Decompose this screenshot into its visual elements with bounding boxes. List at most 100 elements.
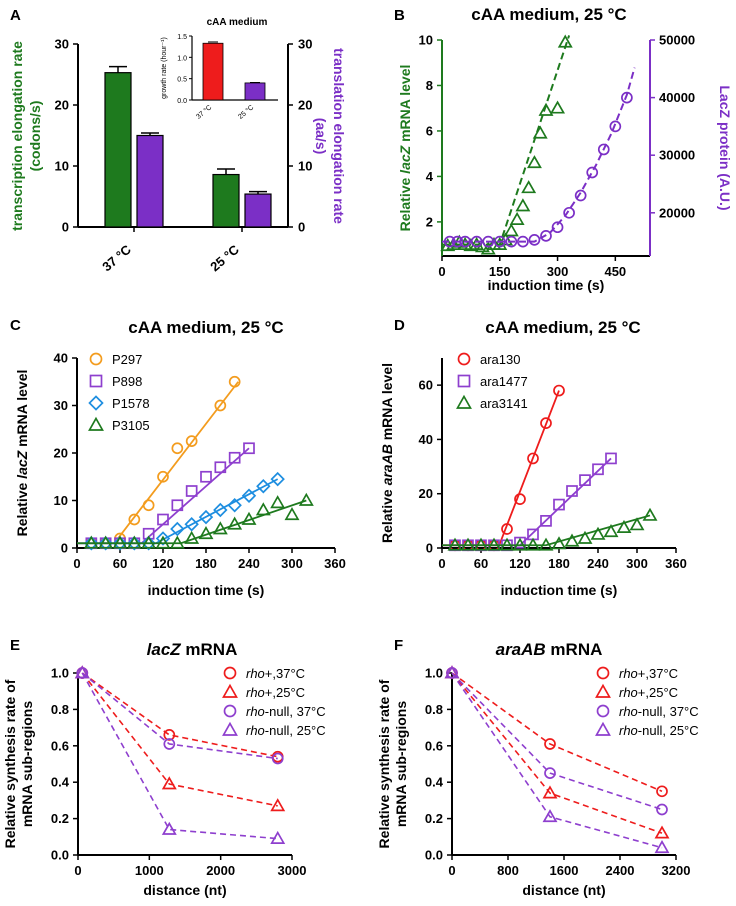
panel-b-point-mrna: [550, 100, 566, 114]
panel-c-point-P3105: [83, 535, 99, 549]
panel-f-ytick-label: 1.0: [425, 666, 443, 681]
inset-ytick-label: 1.5: [177, 34, 187, 41]
panel-f-ytick-label: 0.4: [425, 775, 444, 790]
panel-d-point-ara3141: [473, 537, 489, 551]
panel-c-xlabel: induction time (s): [148, 582, 265, 598]
panel-c-point-P898: [228, 451, 241, 464]
panel-e-point-rho-null, 37°C: [163, 738, 176, 750]
panel-d-point-ara3141: [512, 537, 528, 551]
panel-d-legend-label-ara1477: ara1477: [480, 374, 528, 389]
panel-f-ytick-label: 0.6: [425, 738, 443, 753]
panel-f-line-rho+,25°C: [451, 672, 663, 834]
panel-b-xtick-label: 0: [438, 264, 445, 279]
panel-c-legend-marker-P1578: [88, 395, 104, 411]
panel-c-point-P3105: [212, 521, 228, 535]
panel-b-point-mrna: [521, 180, 537, 194]
panel-f-ylabel-line1: Relative synthesis rate of: [376, 679, 392, 848]
panel-e-line-rho-null, 37°C: [81, 672, 278, 760]
inset-ytick-label: 1.0: [177, 55, 187, 62]
panel-c-point-P297: [142, 499, 155, 512]
panel-a-category-label: 37 °C: [99, 241, 134, 274]
panel-c-ytick-label: 20: [54, 446, 68, 461]
panel-c-legend-label-P297: P297: [112, 352, 142, 367]
panel-f-legend-label-1: rho+,25°C: [619, 685, 678, 700]
panel-d-ylabel: Relative araAB mRNA level: [379, 363, 395, 543]
panel-e-ytick-label: 0.2: [51, 811, 69, 826]
panel-e-legend-label-3: rho-null, 25°C: [246, 723, 326, 738]
panel-f-legend-marker-0: [596, 666, 610, 680]
panel-c-point-P3105: [241, 511, 257, 525]
bar-translation-1: [244, 193, 272, 228]
panel-c-point-P1578: [227, 498, 242, 513]
panel-c-legend-marker-P297: [89, 352, 103, 366]
panel-c-legend-marker-P898: [89, 374, 103, 388]
panel-f-xtick-label: 0: [448, 863, 455, 878]
panel-b-ytick-label: 8: [426, 78, 433, 93]
panel-c-point-P1578: [141, 536, 156, 551]
panel-label-f: F: [394, 637, 403, 654]
panel-e-ytick-label: 1.0: [51, 666, 69, 681]
panel-d-point-ara1477: [566, 485, 578, 497]
inset-bar-1: [244, 82, 266, 101]
panel-f-point-rho+,37°C: [656, 785, 668, 798]
panel-c-point-P1578: [256, 479, 271, 494]
panel-f-legend-label-2: rho-null, 37°C: [619, 704, 699, 719]
panel-b-point-protein: [528, 234, 541, 246]
panel-b-point-protein: [482, 235, 495, 248]
panel-e-legend-label-2: rho-null, 37°C: [246, 704, 326, 719]
panel-d-point-ara1477: [553, 498, 565, 511]
panel-e-line-rho+,37°C: [81, 672, 278, 758]
panel-e-point-rho-null, 25°C: [74, 665, 90, 679]
panel-b-point-mrna: [469, 236, 485, 250]
panel-c-point-P3105: [112, 535, 128, 549]
inset-ytick-label: 0.0: [177, 98, 187, 105]
panel-b-title: cAA medium, 25 °C: [471, 5, 626, 24]
panel-b-fit-mrna: [442, 35, 571, 246]
inset-ylabel: growth rate (hour⁻¹): [161, 37, 168, 99]
panel-b-point-protein: [551, 221, 564, 234]
panel-d-point-ara1477: [605, 452, 617, 465]
panel-c-xtick-label: 360: [324, 556, 346, 571]
panel-e-legend-marker-1: [222, 683, 238, 698]
panel-d-point-ara3141: [525, 537, 541, 551]
panel-d-ytick-label: 0: [426, 541, 433, 556]
panel-b-y2tick-label: 40000: [659, 90, 695, 105]
panel-f-point-rho-null, 37°C: [544, 767, 556, 779]
panel-a-ytick-label: 10: [55, 159, 69, 174]
panel-a-y2label-line1: translation elongation rate: [331, 48, 347, 224]
panel-a-y2tick-label: 20: [298, 98, 312, 113]
panel-c-point-P1578: [170, 521, 185, 537]
bar-transcription-1: [212, 173, 240, 228]
panel-b-fit-protein: [442, 67, 636, 243]
inset-category-label: 37 °C: [195, 103, 214, 120]
panel-f-legend-marker-3: [595, 721, 611, 736]
panel-c-point-P898: [157, 513, 169, 526]
panel-f-legend-label-3: rho-null, 25°C: [619, 723, 699, 738]
panel-b-point-mrna: [503, 223, 519, 237]
panel-c-title: cAA medium, 25 °C: [128, 318, 283, 337]
panel-d-point-ara130: [553, 384, 565, 397]
panel-d-point-ara1477: [514, 536, 526, 549]
panel-c-point-P1578: [198, 509, 214, 525]
panel-e-xtick-label: 0: [74, 863, 81, 878]
panel-e-ytick-label: 0.0: [51, 848, 69, 863]
panel-e-point-rho+,25°C: [161, 776, 177, 790]
panel-b-point-protein: [621, 91, 633, 104]
panel-f-legend-marker-2: [596, 704, 610, 718]
panel-f-legend-marker-1: [595, 683, 611, 698]
panel-e-point-rho-null, 37°C: [271, 752, 284, 765]
panel-d-point-ara130: [501, 523, 513, 535]
panel-c-ytick-label: 30: [54, 398, 68, 413]
panel-d-point-ara3141: [616, 519, 632, 533]
panel-b-point-protein: [451, 235, 464, 248]
panel-b-point-mrna: [446, 236, 462, 250]
panel-c-point-P3105: [141, 535, 157, 549]
panel-b-y2tick-label: 50000: [659, 33, 695, 48]
panel-d-ytick-label: 40: [419, 432, 433, 447]
panel-f-xtick-label: 3200: [662, 863, 691, 878]
panel-f-legend-label-0: rho+,37°C: [619, 666, 678, 681]
panel-c-point-P3105: [284, 507, 300, 521]
panel-c-ylabel: Relative lacZ mRNA level: [14, 370, 30, 537]
panel-a-ylabel-line2: (codons/s): [27, 101, 43, 172]
panel-b-xlabel: induction time (s): [488, 277, 605, 293]
